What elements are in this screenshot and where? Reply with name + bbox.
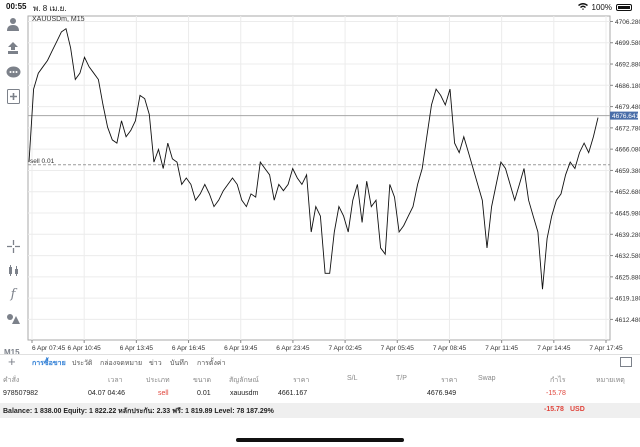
col-current-price: ราคา (441, 377, 458, 384)
balance-profit: -15.78 (544, 406, 564, 413)
tab-journal[interactable]: บันทึก (170, 360, 189, 367)
time-tick-label: 6 Apr 23:45 (276, 345, 310, 352)
panel-toggle-icon[interactable] (620, 357, 632, 367)
chart-svg: 4706.280 4699.580 4692.880 4686.180 4679.480… (27, 15, 640, 352)
indicators-icon[interactable]: f (10, 286, 16, 302)
price-tick-label: 4639.280 (615, 232, 640, 239)
time-tick-label: 7 Apr 14:45 (537, 345, 571, 352)
account-icon[interactable] (5, 16, 21, 32)
time-tick-label: 7 Apr 17:45 (589, 345, 623, 352)
price-tick-label: 4652.680 (615, 189, 640, 196)
price-tick-label: 4612.480 (615, 317, 640, 324)
trades-table: คำสั่ง เวลา ประเภท ขนาด สัญลักษณ์ ราคา S… (0, 372, 640, 402)
chat-icon[interactable] (5, 64, 21, 80)
price-tick-label: 4706.280 (615, 19, 640, 26)
price-tick-label: 4672.780 (615, 125, 640, 132)
price-tick-label: 4699.580 (615, 40, 640, 47)
cell-symbol: xauusdm (230, 390, 259, 397)
time-tick-label: 7 Apr 02:45 (328, 345, 362, 352)
balance-bar: Balance: 1 838.00 Equity: 1 822.22 หลักป… (0, 403, 640, 418)
time-tick-label: 6 Apr 19:45 (224, 345, 258, 352)
col-profit: กำไร (550, 377, 566, 384)
cell-time: 04.07 04:46 (88, 390, 125, 397)
col-time: เวลา (108, 377, 123, 384)
crosshair-icon[interactable] (5, 238, 21, 254)
left-toolbar: f M15 (0, 14, 26, 357)
col-volume: ขนาด (193, 377, 212, 384)
trade-arrows-icon[interactable] (5, 40, 21, 56)
battery-text: 100% (591, 2, 612, 12)
balance-currency: USD (570, 406, 585, 413)
time-tick-label: 6 Apr 10:45 (68, 345, 102, 352)
price-tick-label: 4645.980 (615, 211, 640, 218)
status-bar: 00:55 พ. 8 เม.ย. 100% (0, 0, 640, 14)
status-date: พ. 8 เม.ย. (33, 4, 67, 13)
col-swap: Swap (478, 375, 496, 382)
new-order-icon[interactable] (5, 88, 21, 104)
cell-price: 4661.167 (278, 390, 308, 397)
time-tick-label: 6 Apr 16:45 (172, 345, 206, 352)
status-right: 100% (577, 2, 632, 12)
wifi-icon (577, 2, 588, 12)
chart-symbol: XAUUSDm, M15 (32, 16, 85, 23)
time-tick-label: 6 Apr 13:45 (120, 345, 154, 352)
tab-mailbox[interactable]: กล่องจดหมาย (100, 360, 143, 367)
table-row[interactable]: 978507982 04.07 04:46 sell 0.01 xauusdm … (0, 387, 640, 402)
price-tick-label: 4679.480 (615, 104, 640, 111)
price-tick-label: 4692.880 (615, 62, 640, 69)
balance-text: Balance: 1 838.00 Equity: 1 822.22 หลักป… (3, 408, 274, 415)
price-chart[interactable]: 4706.280 4699.580 4692.880 4686.180 4679.480… (26, 14, 640, 354)
price-tick-label: 4659.380 (615, 168, 640, 175)
col-symbol: สัญลักษณ์ (229, 377, 259, 384)
time-tick-label: 7 Apr 05:45 (381, 345, 415, 352)
current-price-label: 4676.641 (612, 113, 639, 120)
table-header: คำสั่ง เวลา ประเภท ขนาด สัญลักษณ์ ราคา S… (0, 372, 640, 387)
col-comment: หมายเหตุ (596, 377, 625, 384)
price-tick-label: 4632.580 (615, 253, 640, 260)
time-tick-label: 6 Apr 07:45 (32, 345, 66, 352)
time-tick-label: 7 Apr 11:45 (485, 345, 518, 352)
col-type: ประเภท (146, 377, 170, 384)
price-tick-label: 4625.880 (615, 274, 640, 281)
cell-profit: -15.78 (546, 390, 566, 397)
status-time: 00:55 (6, 2, 27, 11)
price-tick-label: 4686.180 (615, 83, 640, 90)
cell-volume: 0.01 (197, 390, 211, 397)
timeframe-button[interactable]: M15 (4, 348, 20, 357)
cell-type: sell (158, 390, 169, 397)
time-tick-label: 7 Apr 08:45 (433, 345, 467, 352)
col-price: ราคา (293, 377, 310, 384)
col-sl: S/L (347, 375, 358, 382)
battery-icon (616, 3, 632, 11)
add-icon[interactable]: + (8, 354, 16, 369)
col-tp: T/P (396, 375, 407, 382)
col-order: คำสั่ง (3, 377, 20, 384)
current-price-tag (610, 111, 638, 120)
tab-history[interactable]: ประวัติ (72, 360, 93, 367)
home-indicator (236, 438, 404, 442)
price-tick-label: 4666.080 (615, 147, 640, 154)
objects-icon[interactable] (5, 310, 21, 326)
tab-news[interactable]: ข่าว (149, 360, 162, 367)
price-tick-label: 4619.180 (615, 296, 640, 303)
bottom-tabs: + การซื้อขาย ประวัติ กล่องจดหมาย ข่าว บั… (0, 354, 640, 370)
tab-trade[interactable]: การซื้อขาย (32, 360, 66, 367)
cell-order: 978507982 (3, 390, 39, 397)
price-line (28, 27, 599, 290)
tab-settings[interactable]: การตั้งค่า (197, 360, 226, 367)
plot-frame (27, 15, 611, 341)
cell-current-price: 4676.949 (427, 390, 457, 397)
sell-level-label: sell 0.01 (30, 158, 55, 165)
candles-icon[interactable] (5, 262, 21, 278)
